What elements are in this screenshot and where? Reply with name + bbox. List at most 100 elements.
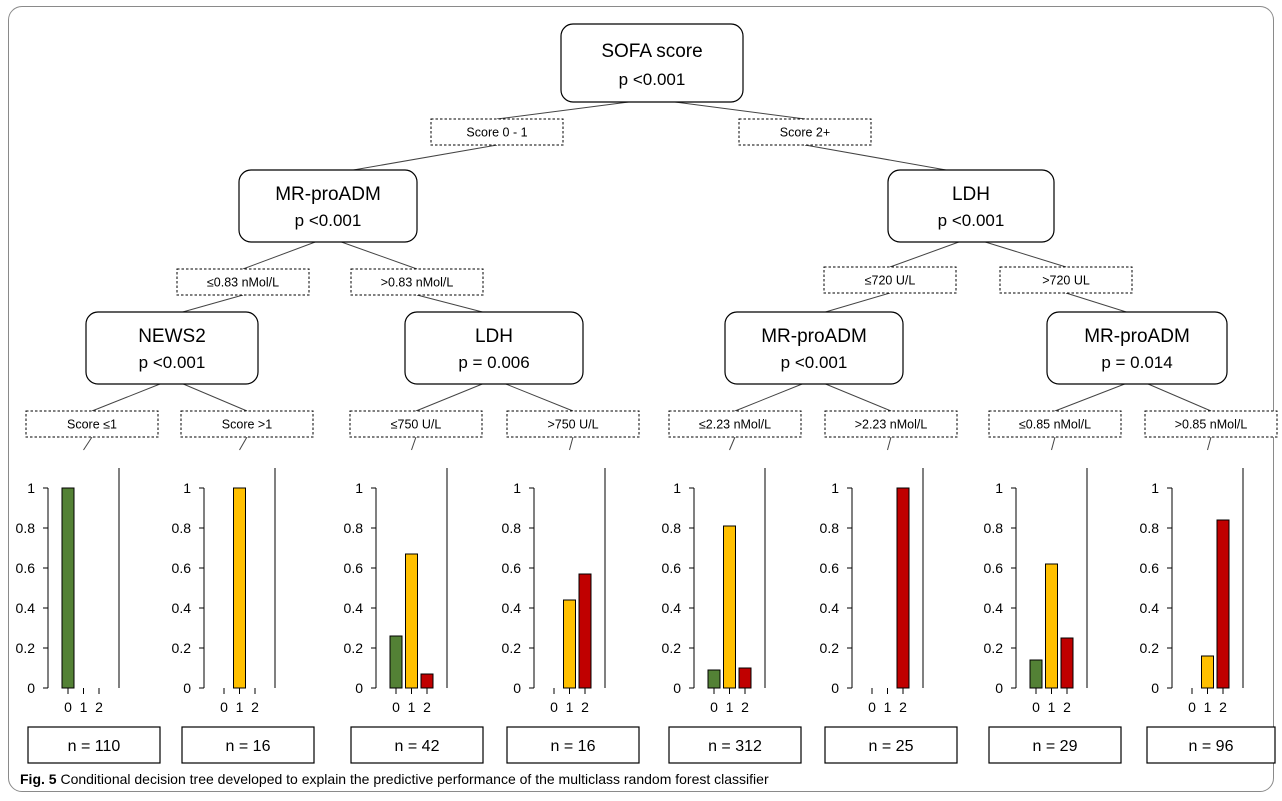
edge-label: ≤0.85 nMol/L <box>988 410 1122 438</box>
n-count-label: n = 16 <box>226 738 271 755</box>
edge-connector <box>729 436 736 451</box>
bar-class-0 <box>707 669 721 689</box>
node-p-value: p <0.001 <box>295 211 362 230</box>
y-tick-label: 0.4 <box>820 600 840 616</box>
x-tick-label: 0 <box>868 699 876 715</box>
node-ldh-right: LDH p <0.001 <box>887 169 1055 243</box>
x-tick-label: 0 <box>392 699 400 715</box>
n-count-box <box>350 726 484 764</box>
edge-label-text: ≤0.83 nMol/L <box>207 276 279 290</box>
edge-label-text: ≤0.85 nMol/L <box>1019 418 1091 432</box>
edge-label: >0.85 nMol/L <box>1144 410 1278 438</box>
node-box <box>560 23 744 103</box>
bar-class-1 <box>233 487 246 689</box>
edge-connector <box>825 292 891 313</box>
y-tick-label: 1 <box>831 480 839 496</box>
edge-label-box <box>988 410 1122 438</box>
leaf-chart-3: 00.20.40.60.810 1 2n = 42 <box>344 468 484 764</box>
edge-connector <box>353 144 498 171</box>
y-tick-label: 0.2 <box>172 640 192 656</box>
edge-label-box <box>506 410 640 438</box>
y-tick-label: 0.4 <box>344 600 364 616</box>
y-tick-label: 0 <box>673 680 681 696</box>
x-tick-label: 2 <box>899 699 907 715</box>
n-count-box <box>27 726 161 764</box>
bar-class-2 <box>1060 637 1074 689</box>
y-tick-label: 0.4 <box>16 600 36 616</box>
node-mrproadm-right: MR-proADM p = 0.014 <box>1046 311 1228 385</box>
edge-label-box <box>349 410 483 438</box>
edge-label-text: Score ≤1 <box>67 418 117 432</box>
bar-class-0 <box>61 487 75 689</box>
node-box <box>724 311 904 385</box>
y-tick-label: 0.6 <box>662 560 682 576</box>
y-tick-label: 0.6 <box>1140 560 1160 576</box>
edge-label-text: >0.85 nMol/L <box>1175 418 1248 432</box>
y-tick-label: 0 <box>355 680 363 696</box>
y-tick-label: 0.6 <box>984 560 1004 576</box>
bar-class-1 <box>723 525 736 689</box>
x-tick-label: 1 <box>80 699 88 715</box>
node-variable: LDH <box>475 326 513 347</box>
x-tick-label: 2 <box>741 699 749 715</box>
edge-label-box <box>176 268 310 296</box>
leaf-chart-5: 00.20.40.60.810 1 2n = 312 <box>662 468 802 764</box>
bar-class-1 <box>563 599 576 689</box>
decision-tree: Score 0 - 1 Score 2+ ≤0.83 nMol/L >0.83 nMo… <box>16 23 1278 764</box>
edge-label-text: ≤2.23 nMol/L <box>699 418 771 432</box>
x-tick-label: 2 <box>95 699 103 715</box>
y-tick-label: 0 <box>183 680 191 696</box>
y-tick-label: 0.8 <box>344 520 364 536</box>
y-tick-label: 0.2 <box>662 640 682 656</box>
n-count-label: n = 96 <box>1189 738 1234 755</box>
y-tick-label: 0.8 <box>984 520 1004 536</box>
edge-connector <box>239 436 248 451</box>
y-tick-label: 0.8 <box>502 520 522 536</box>
edge-connector <box>734 383 803 412</box>
y-tick-label: 0.2 <box>984 640 1004 656</box>
edge-connector <box>1051 436 1056 451</box>
y-tick-label: 0.6 <box>820 560 840 576</box>
bar-class-2 <box>738 667 752 689</box>
y-tick-label: 0.6 <box>502 560 522 576</box>
y-tick-label: 0 <box>995 680 1003 696</box>
node-mrproadm-left: MR-proADM p <0.001 <box>238 169 418 243</box>
x-tick-label: 2 <box>423 699 431 715</box>
x-tick-label: 0 <box>550 699 558 715</box>
edge-label-box <box>824 410 958 438</box>
x-tick-label: 1 <box>236 699 244 715</box>
node-p-value: p <0.001 <box>139 353 206 372</box>
edge-connector <box>1147 383 1212 412</box>
y-tick-label: 0.2 <box>344 640 364 656</box>
edge-label: >750 U/L <box>506 410 640 438</box>
node-variable: LDH <box>952 184 990 205</box>
bar-class-0 <box>389 635 403 689</box>
x-tick-label: 1 <box>726 699 734 715</box>
edge-label-box <box>668 410 802 438</box>
edge-label: ≤0.83 nMol/L <box>176 268 310 296</box>
edge-label-text: >720 UL <box>1042 274 1090 288</box>
edge-label-text: Score 0 - 1 <box>466 126 527 140</box>
edge-connector <box>182 294 244 313</box>
x-tick-label: 0 <box>710 699 718 715</box>
node-box <box>404 311 584 385</box>
edge-label: ≤2.23 nMol/L <box>668 410 802 438</box>
x-tick-label: 0 <box>64 699 72 715</box>
n-count-label: n = 16 <box>551 738 596 755</box>
node-box <box>85 311 259 385</box>
y-tick-label: 0 <box>831 680 839 696</box>
y-tick-label: 0.4 <box>172 600 192 616</box>
n-count-label: n = 42 <box>395 738 440 755</box>
y-tick-label: 0.8 <box>820 520 840 536</box>
bar-class-1 <box>405 553 418 689</box>
edge-connector <box>415 383 483 412</box>
caption-label: Fig. 5 <box>20 771 57 787</box>
node-p-value: p = 0.014 <box>1101 353 1172 372</box>
y-tick-label: 1 <box>673 480 681 496</box>
leaf-chart-8: 00.20.40.60.810 1 2n = 96 <box>1140 468 1276 764</box>
edge-label-box <box>999 266 1133 294</box>
edge-label-box <box>738 118 872 146</box>
edge-label-text: ≤750 U/L <box>391 418 442 432</box>
leaf-chart-4: 00.20.40.60.810 1 2n = 16 <box>502 468 640 764</box>
y-tick-label: 0 <box>513 680 521 696</box>
